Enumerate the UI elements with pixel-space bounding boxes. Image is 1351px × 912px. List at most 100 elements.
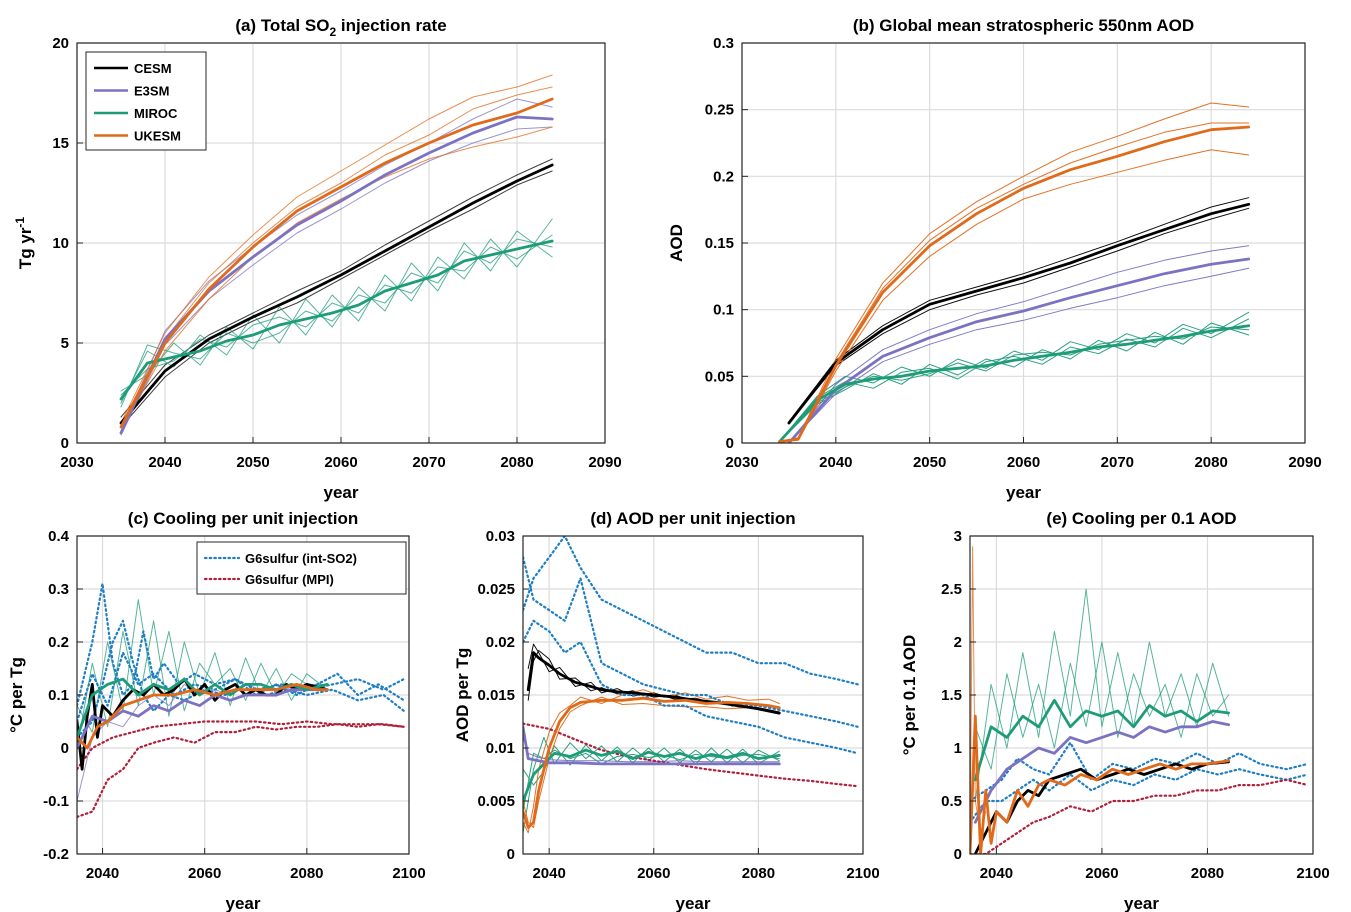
x-tick-label: 2060 bbox=[1007, 454, 1040, 471]
y-tick-label: 0 bbox=[507, 846, 515, 863]
y-tick-label: -0.1 bbox=[43, 793, 69, 810]
legend-label: G6sulfur (int-SO2) bbox=[245, 551, 357, 566]
legend-label: UKESM bbox=[134, 129, 181, 144]
series-line-miroc-mean bbox=[973, 698, 1230, 782]
y-tick-label: 0.2 bbox=[713, 168, 734, 185]
y-tick-label: 0.01 bbox=[486, 740, 515, 757]
x-tick-label: 2070 bbox=[1101, 454, 1134, 471]
panel-d: 2040 2060 2080 2100 0 0.005 0.01 0.015 0.02 0.025… bbox=[453, 509, 880, 912]
x-tick-label: 2080 bbox=[1191, 865, 1224, 882]
ylabel-text: Tg yr bbox=[16, 227, 35, 269]
y-tick-label: 1 bbox=[954, 740, 962, 757]
y-tick-label: 0.25 bbox=[705, 102, 734, 119]
x-tick-label: 2040 bbox=[532, 865, 565, 882]
x-tick-label: 2080 bbox=[1194, 454, 1227, 471]
series-line-ukesm-mean bbox=[77, 683, 329, 750]
series-line-e3sm-member bbox=[788, 267, 1250, 443]
series-line-cesm-mean bbox=[119, 163, 554, 425]
panel-e: 2040 2060 2080 2100 0 0.5 1 1.5 2 2.5 3 (e) Cooling… bbox=[900, 509, 1330, 912]
series-line-e3sm-mean bbox=[77, 688, 329, 750]
x-tick-label: 2080 bbox=[290, 865, 323, 882]
series-line-miroc-mean bbox=[523, 748, 781, 803]
y-tick-label: 0 bbox=[61, 435, 69, 452]
x-tick-label: 2070 bbox=[412, 454, 445, 471]
title-subscript: 2 bbox=[329, 25, 336, 39]
y-axis-label: °C per 0.1 AOD bbox=[900, 635, 919, 755]
y-tick-label: 0.15 bbox=[705, 235, 734, 252]
x-axis-label: year bbox=[1124, 894, 1159, 912]
x-tick-label: 2080 bbox=[742, 865, 775, 882]
legend-label: CESM bbox=[134, 61, 172, 76]
title-text: injection rate bbox=[336, 16, 447, 35]
panel-b: 2030 2040 2050 2060 2070 2080 2090 0 0.05 0.1 0.15… bbox=[667, 16, 1322, 502]
x-tick-label: 2060 bbox=[637, 865, 670, 882]
y-tick-label: 2.5 bbox=[941, 581, 962, 598]
series-line-miroc-member bbox=[779, 322, 1250, 443]
x-tick-label: 2100 bbox=[392, 865, 425, 882]
ylabel-superscript: -1 bbox=[13, 217, 27, 228]
chart-title: (e) Cooling per 0.1 AOD bbox=[1046, 509, 1236, 528]
chart-title: (d) AOD per unit injection bbox=[590, 509, 795, 528]
series-line-e3sm-member bbox=[788, 245, 1250, 443]
series-group bbox=[970, 546, 1309, 854]
series-line-e3sm-mean bbox=[523, 725, 781, 766]
y-axis-label: °C per Tg bbox=[7, 657, 26, 733]
y-axis-label: AOD bbox=[667, 224, 686, 262]
x-axis-label: year bbox=[226, 894, 261, 912]
y-tick-label: 0.5 bbox=[941, 793, 962, 810]
y-tick-label: 5 bbox=[61, 335, 69, 352]
series-line-cesm-mean bbox=[787, 202, 1251, 425]
series-line-miroc-member bbox=[120, 234, 553, 396]
x-axis-label: year bbox=[324, 483, 359, 502]
series-line-miroc-member bbox=[779, 318, 1250, 443]
series-line-ukesm-member bbox=[779, 149, 1250, 443]
x-tick-label: 2060 bbox=[324, 454, 357, 471]
series-line-miroc-member bbox=[120, 230, 553, 404]
series-line-cesm-member bbox=[788, 207, 1250, 424]
y-tick-label: 0.1 bbox=[48, 687, 69, 704]
y-axis-label: Tg yr-1 bbox=[13, 217, 35, 270]
legend: CESM E3SM MIROC UKESM bbox=[85, 51, 207, 151]
legend-label: G6sulfur (MPI) bbox=[245, 572, 334, 587]
y-tick-label: 1.5 bbox=[941, 687, 962, 704]
chart-title: (c) Cooling per unit injection bbox=[128, 509, 358, 528]
x-tick-label: 2040 bbox=[148, 454, 181, 471]
x-tick-label: 2060 bbox=[188, 865, 221, 882]
series-line-g6_int-dotted bbox=[970, 768, 1309, 824]
series-line-cesm-member bbox=[120, 170, 553, 428]
y-tick-label: 0.02 bbox=[486, 634, 515, 651]
series-line-miroc-member bbox=[120, 238, 553, 408]
series-line-e3sm-member bbox=[120, 98, 553, 432]
series-line-ukesm-member bbox=[120, 86, 553, 426]
y-tick-label: 10 bbox=[52, 235, 69, 252]
x-tick-label: 2030 bbox=[725, 454, 758, 471]
x-axis-label: year bbox=[1006, 483, 1041, 502]
series-line-g6_mpi-dotted bbox=[77, 720, 405, 771]
series-line-cesm-member bbox=[788, 197, 1250, 423]
series-line-e3sm-member bbox=[523, 736, 780, 763]
y-tick-label: 0 bbox=[61, 740, 69, 757]
series-line-miroc-member bbox=[974, 641, 1230, 770]
series-line-g6_mpi-dotted bbox=[970, 778, 1309, 854]
series-line-e3sm-mean bbox=[787, 257, 1251, 443]
x-tick-label: 2080 bbox=[500, 454, 533, 471]
y-tick-label: 0.025 bbox=[477, 581, 515, 598]
series-line-miroc-member bbox=[120, 218, 553, 392]
x-tick-label: 2040 bbox=[819, 454, 852, 471]
chart-title: (b) Global mean stratospheric 550nm AOD bbox=[853, 16, 1194, 35]
series-line-e3sm-member bbox=[120, 126, 553, 436]
series-line-cesm-member bbox=[120, 158, 553, 418]
series-line-g6_int-dotted bbox=[523, 619, 859, 755]
series-line-ukesm-member bbox=[120, 74, 553, 424]
series-line-miroc-member bbox=[974, 588, 1230, 802]
series-group bbox=[119, 74, 554, 436]
series-line-g6_int-dotted bbox=[77, 651, 405, 723]
series-line-ukesm-mean bbox=[970, 714, 1230, 854]
y-tick-label: -0.2 bbox=[43, 846, 69, 863]
series-line-g6_mpi-dotted bbox=[523, 722, 859, 788]
series-line-e3sm-mean bbox=[973, 720, 1230, 824]
x-tick-label: 2100 bbox=[846, 865, 879, 882]
y-tick-label: 2 bbox=[954, 634, 962, 651]
y-tick-label: 0.4 bbox=[48, 528, 70, 545]
